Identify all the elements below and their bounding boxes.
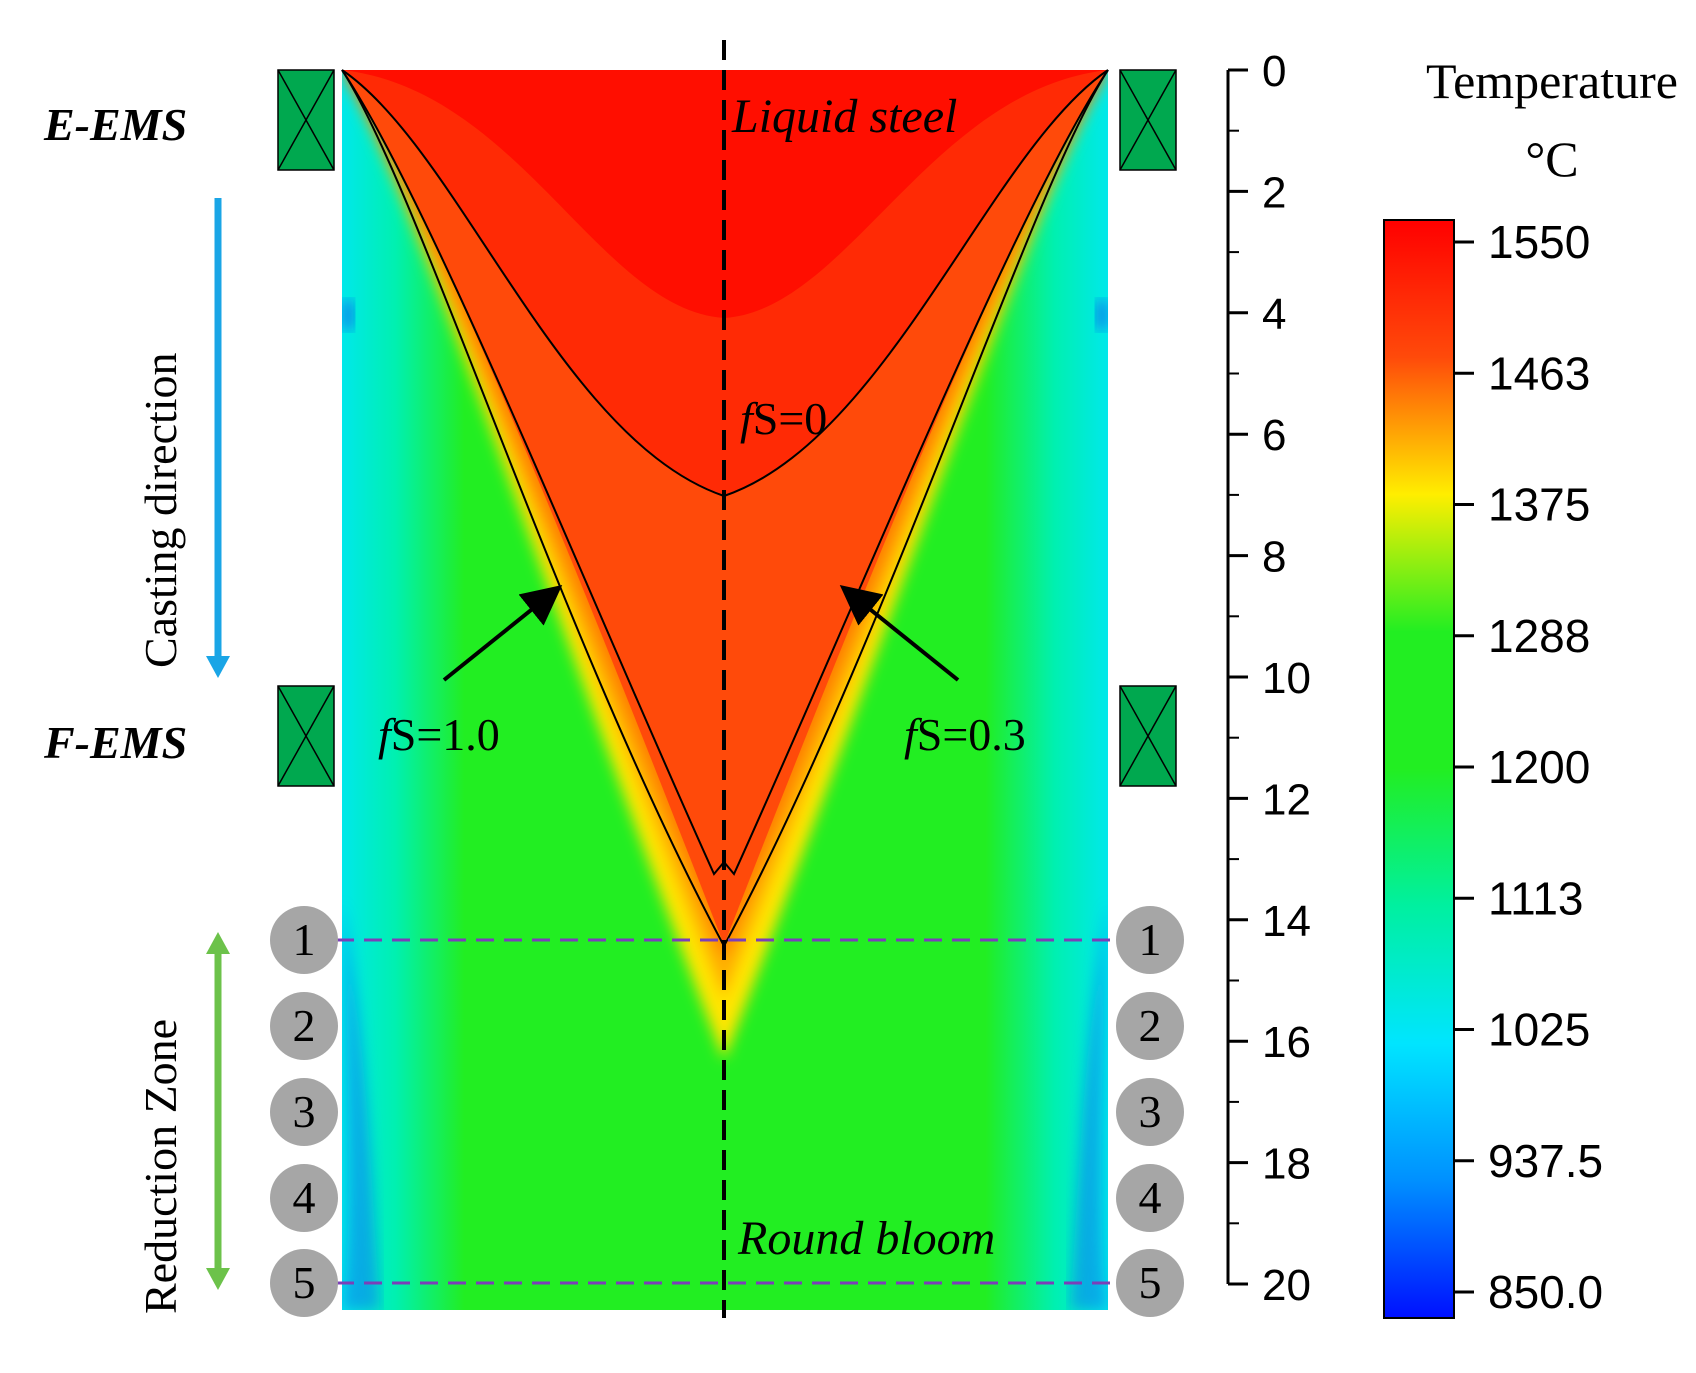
depth-tick-label: 18 — [1262, 1140, 1311, 1189]
casting-direction-arrow — [206, 198, 230, 678]
roller-right-1: 1 — [1116, 906, 1184, 974]
depth-tick-label: 20 — [1262, 1261, 1311, 1310]
roller-label: 2 — [1139, 1000, 1162, 1051]
fs-0-3-label: fS=0.3 — [904, 709, 1026, 760]
colorbar — [1383, 219, 1455, 1319]
depth-axis: 0 2 4 6 8 10 12 14 16 18 20 — [1226, 47, 1311, 1310]
depth-tick-label: 0 — [1262, 47, 1286, 96]
fs-0-3-pointer — [839, 584, 960, 682]
colorbar-tick-label: 1200 — [1488, 741, 1590, 793]
depth-tick-label: 14 — [1262, 897, 1311, 946]
roller-left-4: 4 — [270, 1164, 338, 1232]
fs-0-label: fS=0 — [740, 393, 827, 444]
colorbar-tick-label: 1288 — [1488, 610, 1590, 662]
colorbar-tick-label: 1463 — [1488, 347, 1590, 399]
roller-left-5: 5 — [270, 1249, 338, 1317]
round-bloom-label: Round bloom — [737, 1212, 995, 1265]
f-ems-box-right — [1119, 685, 1177, 787]
roller-label: 4 — [293, 1172, 316, 1223]
roller-left-3: 3 — [270, 1078, 338, 1146]
depth-tick-label: 8 — [1262, 533, 1286, 582]
roller-left-1: 1 — [270, 906, 338, 974]
roller-right-5: 5 — [1116, 1249, 1184, 1317]
depth-tick-label: 6 — [1262, 411, 1286, 460]
colorbar-ticks: 1550 1463 1375 1288 1200 1113 1025 937.5 850.0 — [1454, 216, 1603, 1318]
fs-1-0-label: fS=1.0 — [378, 709, 500, 760]
reduction-zone-label: Reduction Zone — [135, 1019, 186, 1314]
roller-label: 3 — [1139, 1086, 1162, 1137]
depth-tick-label: 10 — [1262, 654, 1311, 703]
e-ems-box-right — [1119, 69, 1177, 171]
roller-right-2: 2 — [1116, 992, 1184, 1060]
reduction-zone-arrow — [206, 932, 230, 1290]
depth-tick-label: 16 — [1262, 1018, 1311, 1067]
roller-right-4: 4 — [1116, 1164, 1184, 1232]
roller-label: 1 — [293, 914, 316, 965]
roller-label: 5 — [1139, 1257, 1162, 1308]
depth-tick-label: 12 — [1262, 775, 1311, 824]
f-ems-box-left — [277, 685, 335, 787]
depth-tick-label: 4 — [1262, 290, 1286, 339]
e-ems-label: E-EMS — [43, 99, 187, 150]
f-ems-label: F-EMS — [43, 717, 187, 768]
colorbar-tick-label: 1375 — [1488, 479, 1590, 531]
liquid-steel-label: Liquid steel — [731, 90, 957, 143]
colorbar-unit: °C — [1525, 131, 1578, 187]
colorbar-tick-label: 850.0 — [1488, 1266, 1603, 1318]
colorbar-tick-label: 1113 — [1488, 872, 1584, 924]
casting-direction-label: Casting direction — [135, 352, 186, 668]
roller-label: 2 — [293, 1000, 316, 1051]
rollers-right: 1 2 3 4 5 — [1116, 906, 1184, 1317]
colorbar-tick-label: 1025 — [1488, 1004, 1590, 1056]
roller-label: 1 — [1139, 914, 1162, 965]
depth-tick-label: 2 — [1262, 168, 1286, 217]
colorbar-title: Temperature — [1426, 53, 1678, 109]
colorbar-tick-label: 937.5 — [1488, 1135, 1603, 1187]
roller-left-2: 2 — [270, 992, 338, 1060]
colorbar-tick-label: 1550 — [1488, 216, 1590, 268]
rollers-left: 1 2 3 4 5 — [270, 906, 338, 1317]
roller-label: 4 — [1139, 1172, 1162, 1223]
roller-label: 3 — [293, 1086, 316, 1137]
e-ems-box-left — [277, 69, 335, 171]
roller-right-3: 3 — [1116, 1078, 1184, 1146]
fs-1-0-pointer — [442, 584, 563, 682]
roller-label: 5 — [293, 1257, 316, 1308]
